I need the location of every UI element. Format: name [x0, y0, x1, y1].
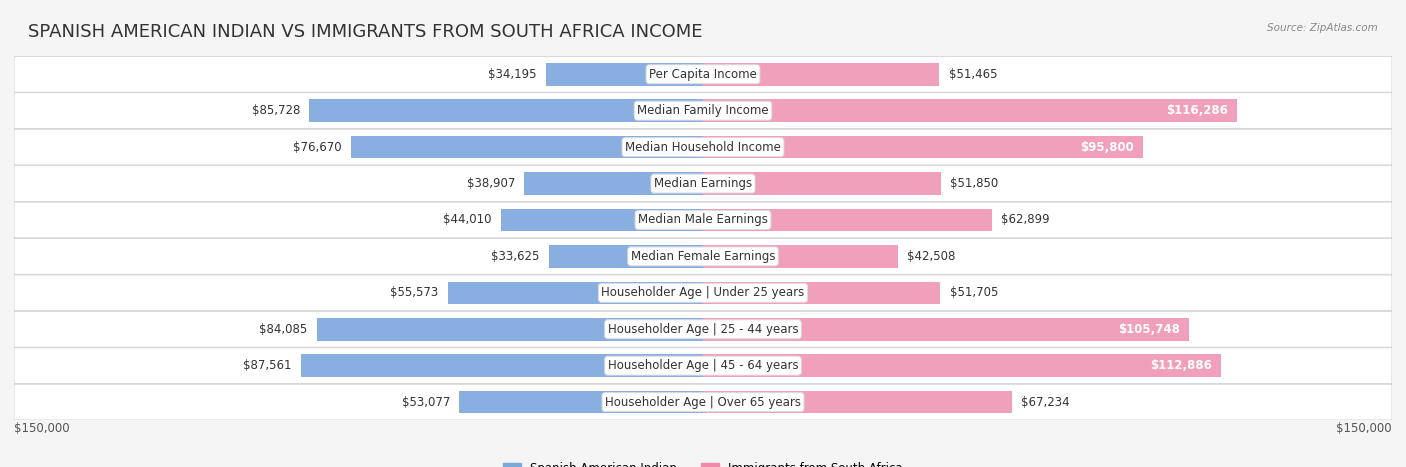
- Text: Median Female Earnings: Median Female Earnings: [631, 250, 775, 263]
- Bar: [548, 245, 703, 268]
- Bar: [703, 282, 941, 304]
- Bar: [703, 245, 898, 268]
- FancyBboxPatch shape: [14, 129, 1392, 165]
- Bar: [309, 99, 703, 122]
- Bar: [524, 172, 703, 195]
- Text: $105,748: $105,748: [1118, 323, 1180, 336]
- FancyBboxPatch shape: [14, 57, 1392, 92]
- FancyBboxPatch shape: [14, 384, 1392, 420]
- Bar: [703, 391, 1012, 413]
- Text: $44,010: $44,010: [443, 213, 492, 226]
- Text: Householder Age | 25 - 44 years: Householder Age | 25 - 44 years: [607, 323, 799, 336]
- Text: $150,000: $150,000: [1336, 422, 1392, 435]
- FancyBboxPatch shape: [14, 275, 1392, 311]
- Text: $95,800: $95,800: [1080, 141, 1133, 154]
- Bar: [703, 63, 939, 85]
- Text: $87,561: $87,561: [243, 359, 291, 372]
- Text: $112,886: $112,886: [1150, 359, 1212, 372]
- Text: $34,195: $34,195: [488, 68, 537, 81]
- Bar: [352, 136, 703, 158]
- FancyBboxPatch shape: [14, 93, 1392, 128]
- Text: Median Family Income: Median Family Income: [637, 104, 769, 117]
- FancyBboxPatch shape: [14, 166, 1392, 201]
- Text: SPANISH AMERICAN INDIAN VS IMMIGRANTS FROM SOUTH AFRICA INCOME: SPANISH AMERICAN INDIAN VS IMMIGRANTS FR…: [28, 23, 703, 42]
- Text: Householder Age | Under 25 years: Householder Age | Under 25 years: [602, 286, 804, 299]
- Bar: [703, 172, 941, 195]
- Bar: [546, 63, 703, 85]
- Text: $62,899: $62,899: [1001, 213, 1050, 226]
- Text: Per Capita Income: Per Capita Income: [650, 68, 756, 81]
- Text: Householder Age | Over 65 years: Householder Age | Over 65 years: [605, 396, 801, 409]
- Bar: [460, 391, 703, 413]
- Text: $53,077: $53,077: [402, 396, 450, 409]
- Text: Householder Age | 45 - 64 years: Householder Age | 45 - 64 years: [607, 359, 799, 372]
- Text: $84,085: $84,085: [259, 323, 308, 336]
- Bar: [301, 354, 703, 377]
- Text: $51,465: $51,465: [949, 68, 997, 81]
- Text: $33,625: $33,625: [491, 250, 540, 263]
- Bar: [703, 99, 1237, 122]
- Text: $51,705: $51,705: [949, 286, 998, 299]
- FancyBboxPatch shape: [14, 348, 1392, 383]
- Text: Median Earnings: Median Earnings: [654, 177, 752, 190]
- Text: $38,907: $38,907: [467, 177, 515, 190]
- Text: Median Male Earnings: Median Male Earnings: [638, 213, 768, 226]
- Bar: [703, 354, 1222, 377]
- FancyBboxPatch shape: [14, 202, 1392, 238]
- Bar: [703, 318, 1188, 340]
- Text: Median Household Income: Median Household Income: [626, 141, 780, 154]
- Bar: [501, 209, 703, 231]
- Bar: [447, 282, 703, 304]
- Text: $116,286: $116,286: [1166, 104, 1227, 117]
- Text: Source: ZipAtlas.com: Source: ZipAtlas.com: [1267, 23, 1378, 33]
- Legend: Spanish American Indian, Immigrants from South Africa: Spanish American Indian, Immigrants from…: [499, 458, 907, 467]
- Text: $55,573: $55,573: [391, 286, 439, 299]
- Text: $42,508: $42,508: [907, 250, 956, 263]
- Text: $150,000: $150,000: [14, 422, 70, 435]
- Bar: [316, 318, 703, 340]
- Bar: [703, 136, 1143, 158]
- Bar: [703, 209, 991, 231]
- Text: $51,850: $51,850: [950, 177, 998, 190]
- Text: $67,234: $67,234: [1021, 396, 1070, 409]
- Text: $76,670: $76,670: [292, 141, 342, 154]
- FancyBboxPatch shape: [14, 311, 1392, 347]
- FancyBboxPatch shape: [14, 239, 1392, 274]
- Text: $85,728: $85,728: [252, 104, 299, 117]
